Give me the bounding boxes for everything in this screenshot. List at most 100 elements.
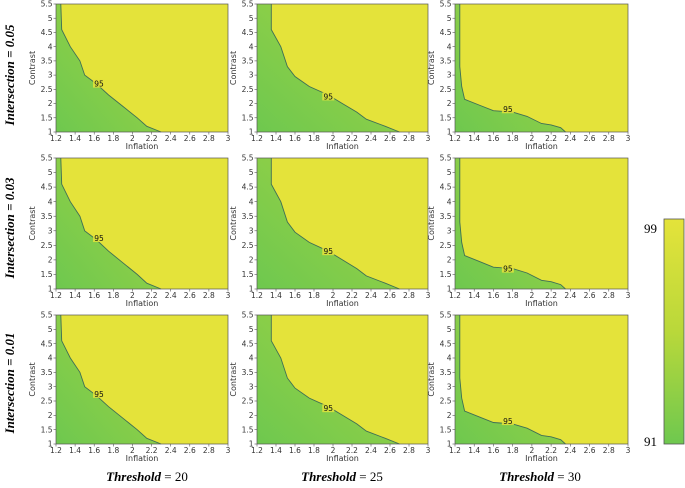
x-tick-label: 1.6 xyxy=(88,446,100,455)
y-tick-label: 5.5 xyxy=(41,154,53,163)
y-tick-label: 3 xyxy=(249,71,254,80)
x-tick-label: 1.2 xyxy=(50,446,62,455)
y-tick-label: 2.5 xyxy=(242,397,254,406)
y-tick-label: 2 xyxy=(447,99,452,108)
x-tick-label: 2.2 xyxy=(346,446,358,455)
y-tick-label: 4.5 xyxy=(242,339,254,348)
x-tick-label: 1.8 xyxy=(107,134,119,143)
y-tick-label: 2.5 xyxy=(41,85,53,94)
y-axis-label: Contrast xyxy=(28,362,37,396)
contour-label-bg xyxy=(322,404,335,413)
y-tick-label: 3.5 xyxy=(41,212,53,221)
x-tick-label: 2.2 xyxy=(545,134,557,143)
y-axis-label: Contrast xyxy=(229,362,238,396)
x-tick-label: 2 xyxy=(529,291,534,300)
y-tick-label: 1 xyxy=(447,285,452,294)
panel-t20-i0.05: 95 1.2 1.4 1.6 1.8 2 2.2 2.4 2.6 2.8 3 1 1.5 2 2.5 3 3.5… xyxy=(28,0,231,151)
x-tick-label: 1.4 xyxy=(69,446,81,455)
y-tick-label: 5 xyxy=(48,325,53,334)
y-tick-label: 4 xyxy=(447,42,452,51)
y-tick-label: 3.5 xyxy=(41,368,53,377)
x-tick-label: 1.4 xyxy=(270,291,282,300)
x-axis-label: Inflation xyxy=(126,299,159,308)
y-tick-label: 2 xyxy=(48,411,53,420)
contour-label: 95 xyxy=(94,390,104,399)
y-tick-label: 1.5 xyxy=(440,425,452,434)
x-tick-label: 1.8 xyxy=(507,291,519,300)
y-tick-label: 1.5 xyxy=(242,113,254,122)
y-tick-label: 3.5 xyxy=(440,368,452,377)
x-tick-label: 2.6 xyxy=(584,446,596,455)
x-axis-label: Inflation xyxy=(326,299,359,308)
x-tick-label: 1.6 xyxy=(289,446,301,455)
plot-frame xyxy=(454,3,629,133)
x-tick-label: 3 xyxy=(226,291,231,300)
x-tick-label: 2.2 xyxy=(146,291,158,300)
y-tick-label: 1.5 xyxy=(242,270,254,279)
x-tick-label: 2.4 xyxy=(365,446,377,455)
contour-label-bg xyxy=(93,389,105,398)
x-tick-label: 2.8 xyxy=(403,291,415,300)
plot-frame xyxy=(55,157,229,290)
x-tick-label: 2.6 xyxy=(184,446,196,455)
x-tick-label: 1.2 xyxy=(50,134,62,143)
x-axis-label: Inflation xyxy=(126,142,159,151)
y-tick-label: 3 xyxy=(447,226,452,235)
colorbar-gradient xyxy=(663,218,685,445)
x-tick-label: 3 xyxy=(426,446,431,455)
y-tick-label: 2.5 xyxy=(440,85,452,94)
y-tick-label: 4 xyxy=(48,197,53,206)
x-tick-label: 3 xyxy=(226,134,231,143)
x-tick-label: 2.8 xyxy=(203,134,215,143)
col-label-threshold-20: Threshold = 20 xyxy=(106,469,188,484)
x-tick-label: 2.8 xyxy=(203,291,215,300)
x-tick-label: 1.8 xyxy=(507,134,519,143)
col-label-threshold-25: Threshold = 25 xyxy=(301,469,383,484)
x-tick-label: 2.6 xyxy=(384,134,396,143)
x-tick-label: 2.6 xyxy=(384,446,396,455)
x-tick-label: 2.6 xyxy=(584,134,596,143)
y-tick-label: 4.5 xyxy=(440,28,452,37)
y-tick-label: 4 xyxy=(249,354,254,363)
y-tick-label: 2 xyxy=(48,255,53,264)
y-tick-label: 3.5 xyxy=(41,56,53,65)
y-tick-label: 1.5 xyxy=(242,425,254,434)
x-tick-label: 2 xyxy=(130,291,135,300)
x-tick-label: 2.2 xyxy=(346,291,358,300)
y-tick-label: 2.5 xyxy=(242,241,254,250)
contour-label-bg xyxy=(93,79,105,88)
panel-t25-i0.03: 95 1.2 1.4 1.6 1.8 2 2.2 2.4 2.6 2.8 3 1 1.5 2 2.5 3 3.5… xyxy=(229,154,431,308)
y-tick-label: 4 xyxy=(48,42,53,51)
contour-95-line xyxy=(270,158,400,290)
x-tick-label: 2 xyxy=(130,134,135,143)
y-tick-label: 4 xyxy=(48,354,53,363)
row-label-intersection-0.05: Intersection = 0.05 xyxy=(2,24,17,126)
x-tick-label: 1.6 xyxy=(487,291,499,300)
contour-label: 95 xyxy=(94,80,104,89)
x-tick-label: 2.6 xyxy=(184,291,196,300)
x-tick-label: 2 xyxy=(529,134,534,143)
x-tick-label: 1.6 xyxy=(487,446,499,455)
x-tick-label: 2.2 xyxy=(545,291,557,300)
plot-frame xyxy=(55,314,229,445)
x-tick-label: 3 xyxy=(626,134,631,143)
y-tick-label: 4.5 xyxy=(242,28,254,37)
x-tick-label: 1.4 xyxy=(69,134,81,143)
x-axis-label: Inflation xyxy=(525,299,558,308)
x-tick-label: 2.8 xyxy=(403,446,415,455)
y-tick-label: 2 xyxy=(249,411,254,420)
y-tick-label: 1.5 xyxy=(41,425,53,434)
y-tick-label: 3.5 xyxy=(440,56,452,65)
panel-t20-i0.01: 95 1.2 1.4 1.6 1.8 2 2.2 2.4 2.6 2.8 3 1 1.5 2 2.5 3 3.5… xyxy=(28,311,231,463)
y-tick-label: 2 xyxy=(447,411,452,420)
x-tick-label: 2.2 xyxy=(545,446,557,455)
x-axis-label: Inflation xyxy=(525,142,558,151)
y-tick-label: 1 xyxy=(48,440,53,449)
x-tick-label: 1.6 xyxy=(289,134,301,143)
x-tick-label: 1.6 xyxy=(289,291,301,300)
y-tick-label: 3.5 xyxy=(242,56,254,65)
y-tick-label: 2.5 xyxy=(41,397,53,406)
y-tick-label: 4 xyxy=(447,354,452,363)
x-tick-label: 1.2 xyxy=(449,446,461,455)
